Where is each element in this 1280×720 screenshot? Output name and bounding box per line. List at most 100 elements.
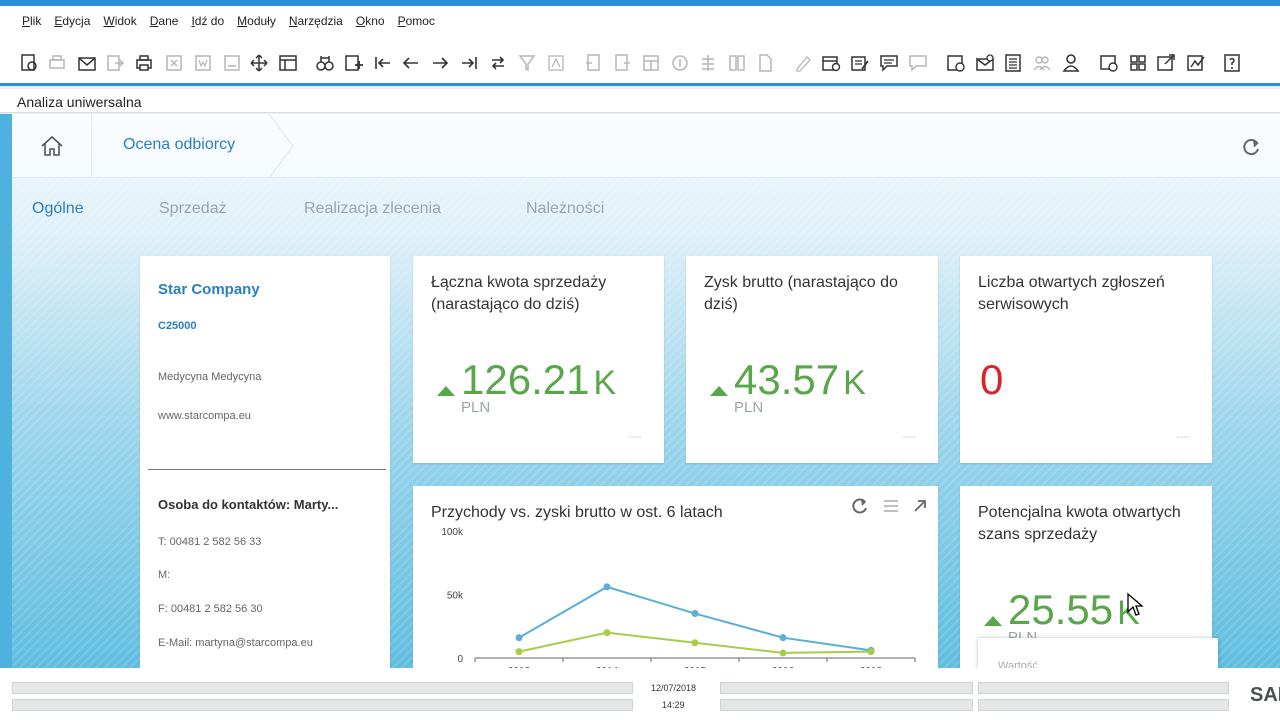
next-record-icon[interactable] [429, 52, 451, 74]
kpi-card-open-opportunities[interactable]: Potencjalna kwota otwartych szans sprzed… [960, 486, 1212, 668]
customer-name[interactable]: Star Company [158, 281, 260, 298]
form-settings-icon[interactable] [277, 52, 299, 74]
x-tick-label: 2014 [596, 666, 619, 668]
word-icon[interactable] [192, 52, 214, 74]
menu-window[interactable]: Okno [355, 14, 385, 28]
kpi-card-service-calls[interactable]: Liczba otwartych zgłoszeń serwisowych 0 … [960, 256, 1212, 463]
document-icon[interactable] [754, 52, 776, 74]
navigation-bar: Ocena odbiorcy [12, 114, 1280, 178]
kpi-unit: PLN [461, 399, 491, 416]
contact-mobile: M: [158, 569, 171, 581]
x-tick-label: 2018 [860, 666, 883, 668]
menu-data[interactable]: Dane [149, 14, 179, 28]
toolbar [0, 36, 1280, 86]
kpi-value: 43.57 K [734, 356, 866, 404]
add-icon[interactable] [343, 52, 365, 74]
preview-icon[interactable] [18, 52, 40, 74]
status-time: 14:29 [662, 700, 685, 710]
status-date: 12/07/2018 [651, 683, 697, 693]
menu-goto[interactable]: Idź do [191, 14, 225, 28]
menu-view[interactable]: Widok [103, 14, 137, 28]
pdf-icon[interactable] [221, 52, 243, 74]
refresh-record-icon[interactable] [487, 52, 509, 74]
data-point [779, 649, 787, 657]
user-icon[interactable] [1060, 52, 1082, 74]
y-tick-label: 100k [441, 527, 464, 538]
kpi-number: 126.21 [461, 356, 590, 403]
list-icon[interactable] [881, 496, 901, 516]
sort-icon[interactable] [545, 52, 567, 74]
expand-icon[interactable] [910, 496, 930, 516]
data-point [515, 648, 523, 656]
tab-general[interactable]: Ogólne [32, 200, 84, 217]
users-icon[interactable] [1031, 52, 1053, 74]
export-icon[interactable] [104, 52, 126, 74]
link-icon[interactable] [1155, 52, 1177, 74]
base-document-icon[interactable] [583, 52, 605, 74]
help-icon[interactable] [1221, 52, 1243, 74]
refresh-icon[interactable] [1240, 136, 1262, 158]
kpi-value: 0 [980, 356, 1004, 403]
chat-icon[interactable] [907, 52, 929, 74]
contact-email[interactable]: E-Mail: martyna@starcompa.eu [158, 637, 313, 649]
email-icon[interactable] [76, 52, 98, 74]
alert-icon[interactable] [945, 52, 967, 74]
target-document-icon[interactable] [611, 52, 633, 74]
customer-industry: Medycyna Medycyna [158, 371, 262, 383]
sap-logo: SAP [1250, 684, 1280, 706]
contact-person: Osoba do kontaktów: Marty... [158, 497, 339, 512]
kpi-footer: ---- [902, 432, 916, 443]
report-icon[interactable] [1002, 52, 1024, 74]
settings-icon[interactable] [1098, 52, 1120, 74]
kpi-card-gross-profit[interactable]: Zysk brutto (narastająco do dziś) 43.57 K… [686, 256, 938, 463]
dashboard: Ocena odbiorcy Ogólne Sprzedaż Realizacj… [12, 114, 1280, 668]
trend-up-icon [984, 616, 1002, 626]
chart-refresh-icon[interactable] [850, 496, 870, 516]
home-button[interactable] [12, 114, 92, 178]
contact-fax: F: 00481 2 582 56 30 [158, 603, 263, 615]
calendar-icon[interactable] [820, 52, 842, 74]
edit-icon[interactable] [792, 52, 814, 74]
menu-file[interactable]: Plik [22, 14, 42, 28]
tab-sales[interactable]: Sprzedaż [159, 200, 227, 217]
layout-icon[interactable] [640, 52, 662, 74]
customer-website[interactable]: www.starcompa.eu [158, 410, 251, 422]
y-tick-label: 50k [447, 591, 464, 602]
move-icon[interactable] [248, 52, 270, 74]
breadcrumb[interactable]: Ocena odbiorcy [123, 136, 236, 153]
y-tick-label: 0 [457, 654, 463, 665]
excel-icon[interactable] [163, 52, 185, 74]
find-icon[interactable] [314, 52, 336, 74]
tab-receivables[interactable]: Należności [526, 200, 605, 217]
first-record-icon[interactable] [372, 52, 394, 74]
cockpit-icon[interactable] [1185, 52, 1207, 74]
columns-icon[interactable] [726, 52, 748, 74]
kpi-title: Zysk brutto (narastająco do dziś) [704, 274, 898, 313]
status-field [978, 699, 1229, 711]
kpi-number: 25.55 [1008, 586, 1114, 633]
left-edge [0, 114, 12, 668]
status-field [12, 682, 633, 694]
inbox-icon[interactable] [974, 52, 996, 74]
printer-icon[interactable] [133, 52, 155, 74]
chart-title: Przychody vs. zyski brutto w ost. 6 lata… [431, 504, 723, 521]
tree-icon[interactable] [697, 52, 719, 74]
contact-phone: T: 00481 2 582 56 33 [158, 536, 262, 548]
tab-order-fulfillment[interactable]: Realizacja zlecenia [304, 200, 441, 217]
menu-modules[interactable]: Moduły [237, 14, 276, 28]
customer-code[interactable]: C25000 [158, 320, 197, 332]
trend-up-icon [710, 386, 728, 396]
data-point [867, 648, 875, 656]
menu-tools[interactable]: Narzędzia [288, 14, 343, 28]
message-icon[interactable] [878, 52, 900, 74]
grid-icon[interactable] [1127, 52, 1149, 74]
filter-icon[interactable] [516, 52, 538, 74]
note-icon[interactable] [849, 52, 871, 74]
last-record-icon[interactable] [458, 52, 480, 74]
kpi-card-total-sales[interactable]: Łączna kwota sprzedaży (narastająco do d… [413, 256, 664, 463]
print-icon[interactable] [46, 52, 68, 74]
gross-profit-icon[interactable] [669, 52, 691, 74]
menu-edit[interactable]: Edycja [54, 14, 91, 28]
previous-record-icon[interactable] [400, 52, 422, 74]
menu-help[interactable]: Pomoc [397, 14, 435, 28]
